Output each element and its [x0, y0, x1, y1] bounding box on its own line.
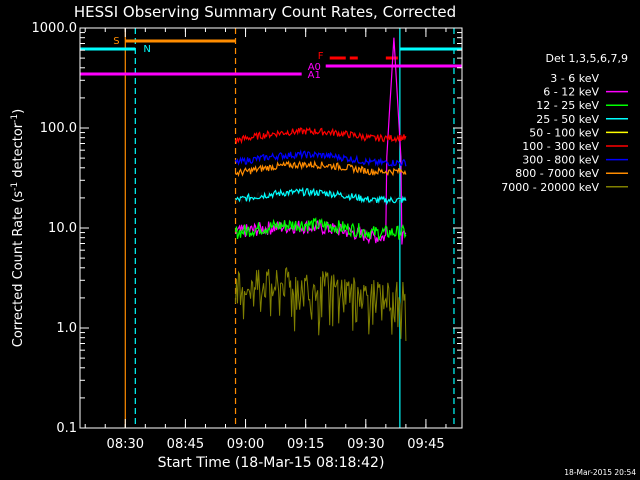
bar-label: S [113, 36, 119, 47]
legend-entry-label: 6 - 12 keV [543, 86, 599, 99]
y-tick-label: 1.0 [56, 321, 77, 336]
series-line [235, 186, 407, 206]
legend-entry-label: 7000 - 20000 keV [501, 181, 599, 194]
legend-entry-label: 25 - 50 keV [536, 113, 599, 126]
x-tick-label: 09:00 [227, 437, 264, 452]
x-tick-label: 09:15 [287, 437, 324, 452]
y-tick-label: 1000.0 [32, 21, 78, 36]
bar-label: A0 [308, 62, 321, 73]
legend-entry-label: 800 - 7000 keV [515, 167, 599, 180]
footer-timestamp: 18-Mar-2015 20:54 [564, 468, 636, 477]
legend-entry-label: 50 - 100 keV [529, 126, 599, 139]
x-tick-label: 08:45 [167, 437, 204, 452]
bar-label: A1 [308, 70, 321, 81]
x-tick-label: 09:30 [347, 437, 384, 452]
bar-label: F [318, 51, 324, 62]
legend-entry-label: 12 - 25 keV [536, 99, 599, 112]
legend-entry-label: 300 - 800 keV [522, 154, 599, 167]
x-tick-label: 09:45 [407, 437, 444, 452]
y-tick-label: 0.1 [56, 421, 77, 436]
series-line [235, 159, 407, 178]
legend-entry-label: 3 - 6 keV [550, 72, 599, 85]
series-line [234, 216, 407, 242]
series-line [235, 266, 407, 342]
y-axis-label: Corrected Count Rate (s-1 detector-1) [10, 109, 26, 347]
series-line [234, 126, 407, 145]
legend-title: Det 1,3,5,6,7,9 [545, 52, 628, 65]
legend-entry-label: 100 - 300 keV [522, 140, 599, 153]
y-tick-label: 100.0 [40, 121, 77, 136]
y-tick-label: 10.0 [48, 221, 77, 236]
bar-label: N [143, 44, 150, 55]
x-tick-label: 08:30 [107, 437, 144, 452]
x-axis-label: Start Time (18-Mar-15 08:18:42) [158, 455, 385, 471]
series-line [234, 149, 407, 167]
axes: 1000.0 100.0 10.0 1.0 0.1 08:30 08:45 09:00 09:1… [32, 21, 462, 452]
chart-title: HESSI Observing Summary Count Rates, Cor… [74, 3, 456, 21]
